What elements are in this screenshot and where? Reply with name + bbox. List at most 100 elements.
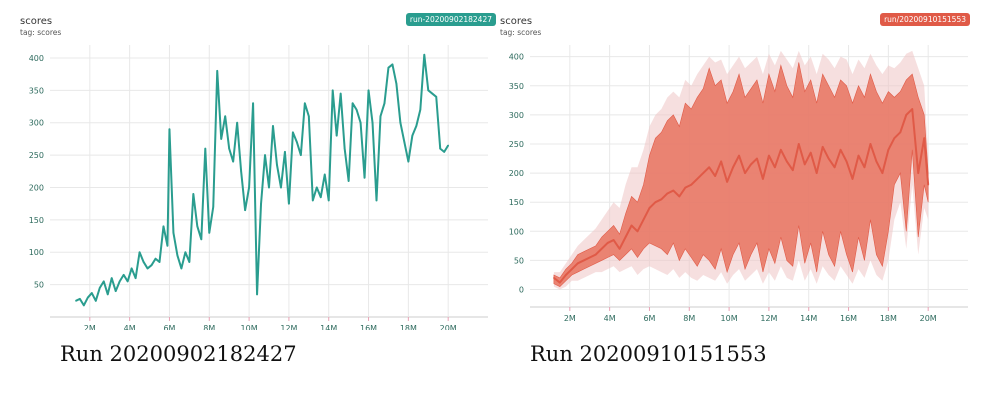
x-tick-label: 18M (880, 314, 897, 323)
x-tick-label: 16M (840, 314, 857, 323)
data-point (204, 147, 207, 150)
data-point (395, 83, 398, 85)
data-point (797, 143, 800, 145)
data-point (672, 189, 675, 192)
y-tick-label: 300 (509, 111, 524, 120)
data-point (732, 166, 734, 169)
data-point (678, 195, 681, 198)
x-tick-label: 2M (564, 314, 576, 323)
y-tick-label: 100 (29, 248, 44, 257)
y-tick-label: 400 (29, 54, 44, 63)
data-point (439, 147, 442, 150)
data-point (600, 247, 603, 250)
data-point (762, 178, 764, 180)
data-point (756, 157, 758, 160)
data-point (383, 102, 386, 105)
data-point (845, 160, 848, 163)
y-tick-label: 350 (29, 86, 44, 95)
data-point (83, 304, 85, 307)
series-line (553, 108, 930, 284)
data-point (114, 290, 117, 292)
data-point (154, 257, 157, 260)
data-point (642, 218, 645, 221)
data-point (351, 102, 354, 105)
data-point (240, 170, 242, 173)
data-point (927, 183, 929, 186)
data-point (91, 292, 93, 294)
data-point (87, 296, 89, 299)
chart-panel-left: 50 100 150 200 250 300 350 400 2M 4M 6M 8M 10M 12M 14M… (10, 0, 500, 330)
data-point (630, 224, 633, 227)
y-tick-label: 200 (509, 169, 524, 178)
data-point (327, 199, 330, 202)
data-point (252, 102, 254, 105)
x-tick-label: 18M (400, 324, 417, 330)
y-tick-label: 50 (514, 256, 524, 265)
data-point (280, 186, 282, 189)
data-point (375, 199, 378, 202)
data-point (923, 137, 925, 139)
data-point (146, 267, 149, 270)
data-point (355, 108, 358, 111)
data-point (106, 293, 109, 296)
chart-tag: tag: scores (500, 28, 542, 37)
data-point (411, 134, 414, 137)
data-point (809, 151, 812, 154)
x-tick-label: 6M (163, 324, 175, 330)
data-point (256, 293, 258, 296)
data-point (158, 261, 161, 263)
data-point (319, 196, 322, 198)
run-badge[interactable]: run/20200910151553 (880, 13, 970, 26)
data-point (660, 198, 663, 201)
data-point (750, 163, 752, 166)
run-badge[interactable]: run-20200902182427 (405, 13, 496, 26)
data-point (636, 230, 639, 233)
x-tick-label: 16M (360, 324, 377, 330)
data-point (708, 166, 710, 169)
data-point (447, 144, 449, 147)
y-tick-label: 350 (509, 82, 524, 91)
data-point (881, 172, 884, 174)
data-point (821, 146, 824, 148)
data-point (803, 163, 806, 166)
data-point (576, 262, 579, 265)
data-point (220, 138, 223, 140)
data-point (827, 157, 830, 160)
data-point (118, 280, 121, 283)
data-point (122, 274, 125, 276)
data-point (142, 261, 145, 263)
y-tick-label: 100 (509, 227, 524, 236)
data-point (875, 160, 878, 163)
data-point (911, 108, 914, 110)
data-point (150, 264, 153, 266)
caption-right: Run 20200910151553 (530, 342, 767, 366)
data-point (893, 137, 896, 139)
data-point (110, 277, 113, 279)
data-point (415, 125, 418, 127)
data-point (371, 121, 374, 124)
data-point (423, 53, 426, 56)
data-point (618, 247, 621, 250)
data-point (588, 256, 591, 259)
data-point (427, 89, 430, 92)
data-point (323, 173, 326, 176)
data-point (786, 160, 788, 163)
data-point (224, 115, 226, 118)
x-tick-label: 12M (760, 314, 777, 323)
data-point (288, 202, 290, 205)
data-point (134, 277, 137, 279)
x-tick-label: 14M (320, 324, 337, 330)
data-point (176, 254, 179, 257)
data-point (869, 143, 872, 145)
data-point (559, 281, 561, 284)
data-point (138, 251, 141, 254)
x-tick-label: 6M (643, 314, 655, 323)
data-point (268, 186, 270, 189)
line-chart-left: 50 100 150 200 250 300 350 400 2M 4M 6M 8M 10M 12M 14M… (29, 45, 488, 330)
data-point (419, 108, 422, 111)
data-point (363, 176, 366, 179)
data-point (407, 160, 410, 163)
data-point (792, 169, 794, 171)
data-point (180, 267, 183, 270)
data-point (339, 92, 342, 95)
